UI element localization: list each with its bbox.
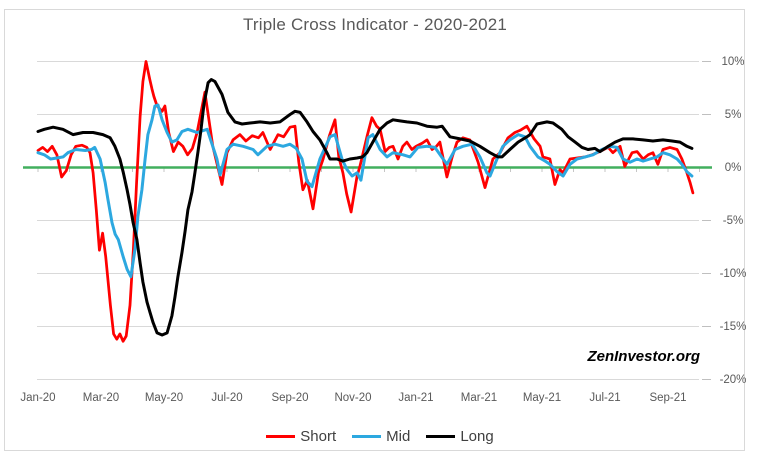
chart-title: Triple Cross Indicator - 2020-2021 — [242, 15, 508, 34]
legend-swatch-short — [266, 434, 296, 439]
legend-item-short: Short — [266, 428, 336, 445]
x-axis-label: Jul-21 — [589, 392, 621, 404]
legend-swatch-long — [426, 434, 456, 439]
x-axis-label: Jan-21 — [398, 392, 434, 404]
x-axis-label: May-21 — [522, 392, 562, 404]
x-axis-label: Sep-20 — [271, 392, 309, 404]
y-axis-label: 0% — [724, 161, 742, 174]
legend-swatch-mid — [352, 434, 382, 439]
legend-item-mid: Mid — [352, 428, 410, 445]
legend: Short Mid Long — [0, 428, 760, 445]
legend-label-long: Long — [460, 428, 494, 445]
y-axis-label: 10% — [721, 55, 745, 68]
x-axis-label: Sep-21 — [649, 392, 687, 404]
x-axis-label: Mar-20 — [82, 392, 120, 404]
x-axis-label: Jan-20 — [20, 392, 56, 404]
series-line-long — [36, 78, 694, 337]
y-axis-label: -15% — [719, 320, 747, 333]
x-axis-label: Nov-20 — [334, 392, 372, 404]
x-axis-label: Mar-21 — [460, 392, 498, 404]
y-axis-label: -10% — [719, 267, 747, 280]
legend-item-long: Long — [426, 428, 494, 445]
series-line-mid — [36, 103, 694, 279]
series-line-short — [36, 60, 695, 343]
y-axis-label: 5% — [724, 108, 742, 121]
x-axis-label: Jul-20 — [211, 392, 243, 404]
legend-label-short: Short — [300, 428, 337, 445]
y-axis-label: -20% — [719, 373, 747, 386]
legend-label-mid: Mid — [386, 428, 411, 445]
y-axis-label: -5% — [722, 214, 744, 227]
x-axis-label: May-20 — [144, 392, 184, 404]
chart-frame — [4, 9, 745, 451]
attribution-watermark: ZenInvestor.org — [587, 348, 700, 365]
